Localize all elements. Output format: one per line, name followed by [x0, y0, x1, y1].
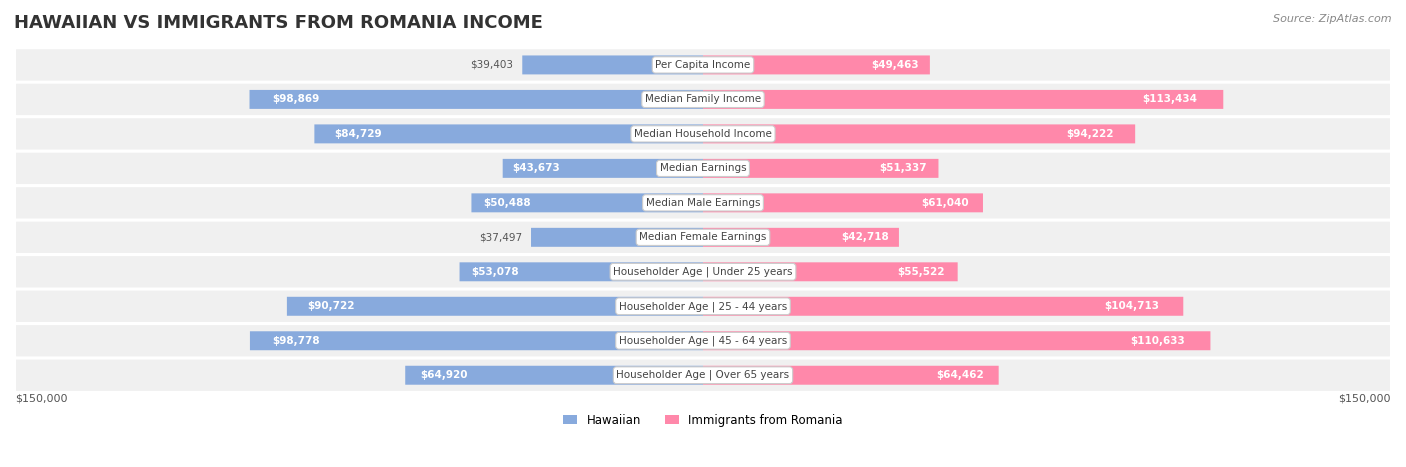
Text: $51,337: $51,337 [879, 163, 927, 173]
Text: $113,434: $113,434 [1142, 94, 1198, 105]
FancyBboxPatch shape [703, 56, 929, 74]
Text: $90,722: $90,722 [308, 301, 356, 311]
Text: $110,633: $110,633 [1130, 336, 1185, 346]
FancyBboxPatch shape [250, 331, 703, 350]
FancyBboxPatch shape [15, 324, 1391, 357]
FancyBboxPatch shape [703, 90, 1223, 109]
FancyBboxPatch shape [15, 83, 1391, 116]
FancyBboxPatch shape [15, 255, 1391, 289]
FancyBboxPatch shape [15, 359, 1391, 392]
Text: Householder Age | Under 25 years: Householder Age | Under 25 years [613, 267, 793, 277]
FancyBboxPatch shape [15, 186, 1391, 219]
Text: $150,000: $150,000 [15, 393, 67, 403]
Text: Householder Age | Over 65 years: Householder Age | Over 65 years [616, 370, 790, 381]
FancyBboxPatch shape [460, 262, 703, 281]
Text: $98,778: $98,778 [273, 336, 321, 346]
Text: $61,040: $61,040 [921, 198, 969, 208]
Text: Householder Age | 25 - 44 years: Householder Age | 25 - 44 years [619, 301, 787, 311]
FancyBboxPatch shape [503, 159, 703, 178]
FancyBboxPatch shape [703, 193, 983, 212]
Text: Median Family Income: Median Family Income [645, 94, 761, 105]
Legend: Hawaiian, Immigrants from Romania: Hawaiian, Immigrants from Romania [558, 409, 848, 432]
Text: Median Household Income: Median Household Income [634, 129, 772, 139]
Text: Source: ZipAtlas.com: Source: ZipAtlas.com [1274, 14, 1392, 24]
FancyBboxPatch shape [15, 290, 1391, 323]
FancyBboxPatch shape [315, 124, 703, 143]
Text: $39,403: $39,403 [470, 60, 513, 70]
FancyBboxPatch shape [703, 297, 1184, 316]
Text: $98,869: $98,869 [273, 94, 319, 105]
Text: Median Earnings: Median Earnings [659, 163, 747, 173]
FancyBboxPatch shape [703, 124, 1135, 143]
Text: Per Capita Income: Per Capita Income [655, 60, 751, 70]
FancyBboxPatch shape [531, 228, 703, 247]
FancyBboxPatch shape [703, 159, 938, 178]
Text: Median Female Earnings: Median Female Earnings [640, 232, 766, 242]
FancyBboxPatch shape [15, 117, 1391, 151]
FancyBboxPatch shape [703, 331, 1211, 350]
Text: Householder Age | 45 - 64 years: Householder Age | 45 - 64 years [619, 335, 787, 346]
Text: $50,488: $50,488 [484, 198, 530, 208]
FancyBboxPatch shape [15, 220, 1391, 254]
FancyBboxPatch shape [471, 193, 703, 212]
Text: Median Male Earnings: Median Male Earnings [645, 198, 761, 208]
Text: $84,729: $84,729 [333, 129, 381, 139]
Text: $37,497: $37,497 [478, 232, 522, 242]
FancyBboxPatch shape [522, 56, 703, 74]
FancyBboxPatch shape [15, 48, 1391, 82]
Text: $64,462: $64,462 [936, 370, 984, 380]
FancyBboxPatch shape [703, 262, 957, 281]
FancyBboxPatch shape [703, 228, 898, 247]
Text: HAWAIIAN VS IMMIGRANTS FROM ROMANIA INCOME: HAWAIIAN VS IMMIGRANTS FROM ROMANIA INCO… [14, 14, 543, 32]
Text: $43,673: $43,673 [513, 163, 561, 173]
Text: $49,463: $49,463 [870, 60, 918, 70]
Text: $150,000: $150,000 [1339, 393, 1391, 403]
Text: $104,713: $104,713 [1104, 301, 1160, 311]
Text: $94,222: $94,222 [1066, 129, 1114, 139]
FancyBboxPatch shape [405, 366, 703, 385]
Text: $42,718: $42,718 [841, 232, 889, 242]
FancyBboxPatch shape [703, 366, 998, 385]
Text: $64,920: $64,920 [420, 370, 468, 380]
Text: $53,078: $53,078 [472, 267, 519, 277]
FancyBboxPatch shape [249, 90, 703, 109]
Text: $55,522: $55,522 [897, 267, 945, 277]
FancyBboxPatch shape [287, 297, 703, 316]
FancyBboxPatch shape [15, 152, 1391, 185]
